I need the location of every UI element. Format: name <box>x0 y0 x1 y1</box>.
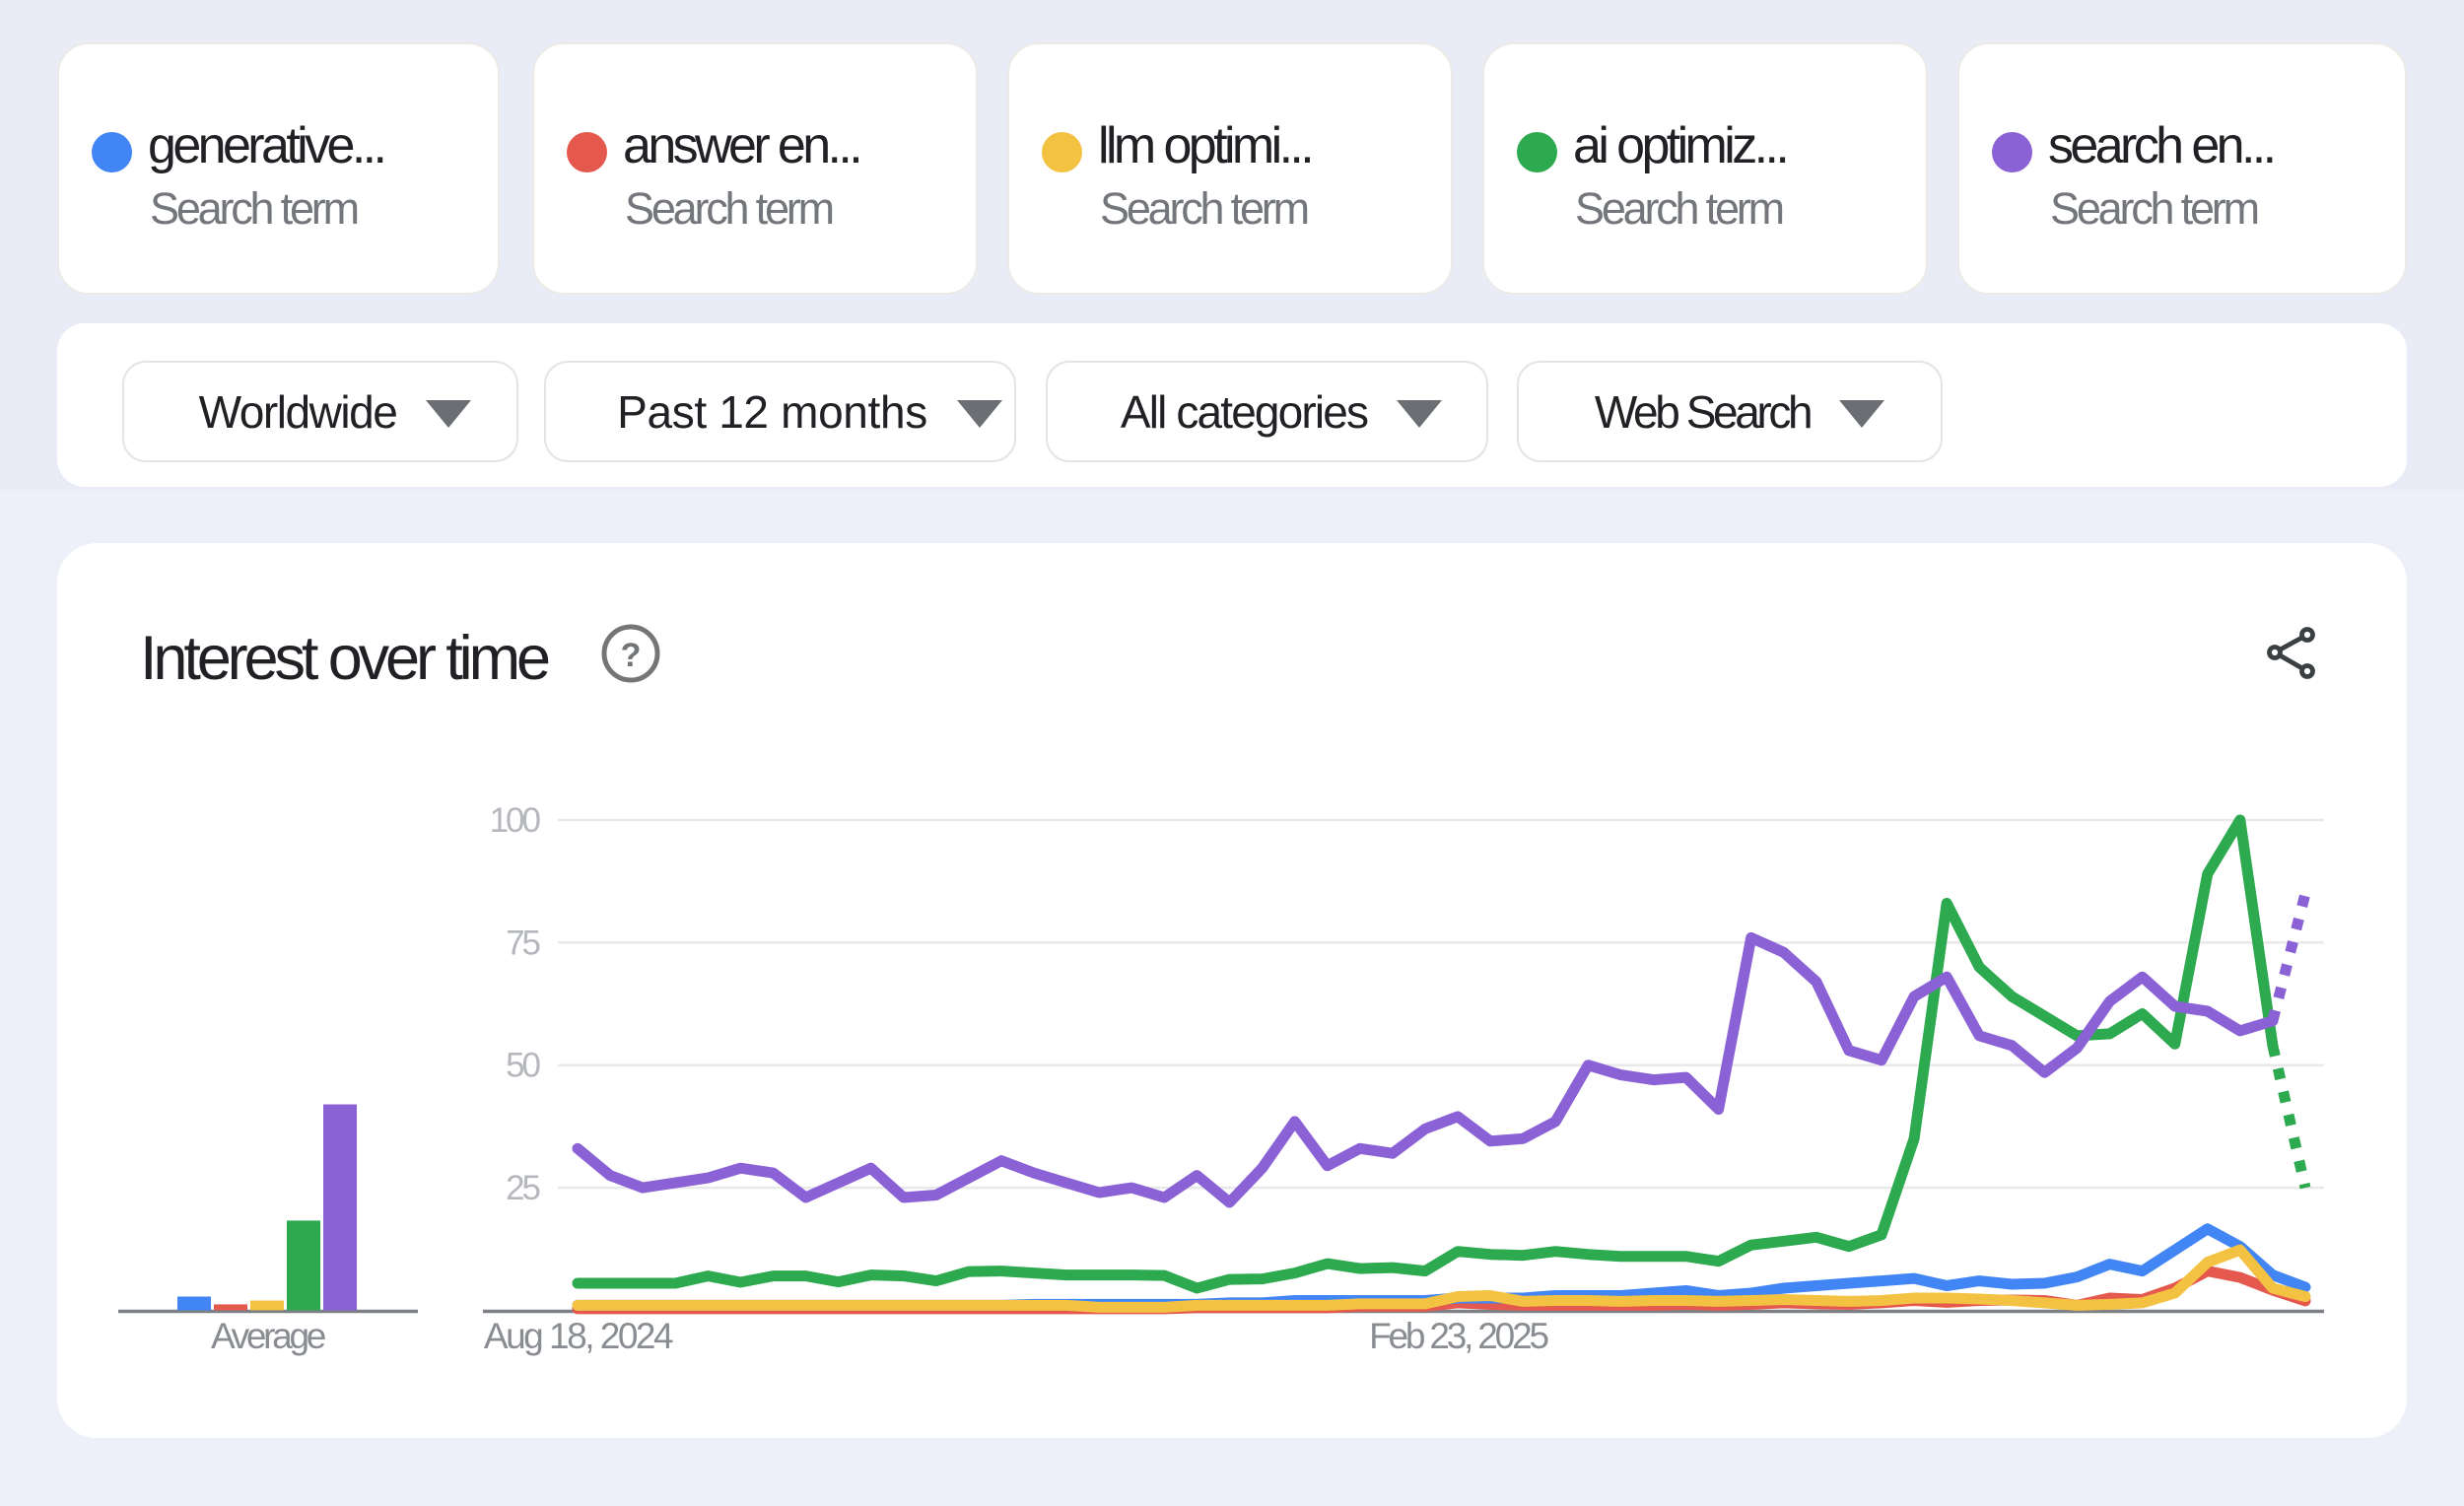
svg-text:?: ? <box>621 637 642 674</box>
svg-text:75: 75 <box>506 924 539 962</box>
svg-text:Feb 23, 2025: Feb 23, 2025 <box>1369 1316 1548 1356</box>
svg-text:100: 100 <box>490 801 541 840</box>
svg-text:25: 25 <box>506 1169 539 1207</box>
svg-text:Average: Average <box>211 1316 325 1356</box>
svg-text:Aug 18, 2024: Aug 18, 2024 <box>484 1316 673 1356</box>
svg-text:50: 50 <box>506 1047 540 1085</box>
